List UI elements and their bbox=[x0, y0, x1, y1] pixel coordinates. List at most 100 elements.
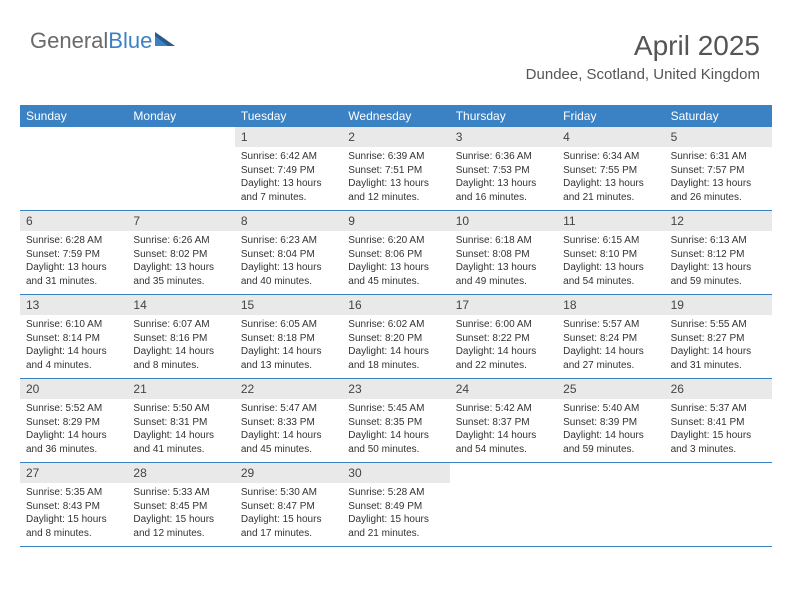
sunrise-text: Sunrise: 6:13 AM bbox=[671, 234, 766, 248]
sunrise-text: Sunrise: 6:31 AM bbox=[671, 150, 766, 164]
week-row: Sunrise: 6:10 AMSunset: 8:14 PMDaylight:… bbox=[20, 315, 772, 379]
daylight-text: Daylight: 14 hours and 36 minutes. bbox=[26, 429, 121, 456]
daylight-text: Daylight: 13 hours and 26 minutes. bbox=[671, 177, 766, 204]
day-number: 24 bbox=[450, 379, 557, 399]
page-title: April 2025 bbox=[526, 30, 760, 62]
day-cell bbox=[450, 483, 557, 546]
day-number bbox=[450, 463, 557, 483]
sunrise-text: Sunrise: 5:57 AM bbox=[563, 318, 658, 332]
logo: GeneralBlue bbox=[30, 28, 175, 54]
sunset-text: Sunset: 8:16 PM bbox=[133, 332, 228, 346]
daylight-text: Daylight: 13 hours and 59 minutes. bbox=[671, 261, 766, 288]
sunset-text: Sunset: 7:53 PM bbox=[456, 164, 551, 178]
day-cell: Sunrise: 6:10 AMSunset: 8:14 PMDaylight:… bbox=[20, 315, 127, 378]
day-number: 19 bbox=[665, 295, 772, 315]
sunrise-text: Sunrise: 5:30 AM bbox=[241, 486, 336, 500]
daylight-text: Daylight: 15 hours and 17 minutes. bbox=[241, 513, 336, 540]
day-cell: Sunrise: 6:00 AMSunset: 8:22 PMDaylight:… bbox=[450, 315, 557, 378]
weekday-header: Sunday bbox=[20, 105, 127, 127]
header: April 2025 Dundee, Scotland, United King… bbox=[526, 30, 760, 83]
logo-text-1: General bbox=[30, 28, 108, 54]
weekday-header: Thursday bbox=[450, 105, 557, 127]
sunrise-text: Sunrise: 5:52 AM bbox=[26, 402, 121, 416]
day-number: 13 bbox=[20, 295, 127, 315]
day-number: 2 bbox=[342, 127, 449, 147]
sunrise-text: Sunrise: 6:05 AM bbox=[241, 318, 336, 332]
week-row: Sunrise: 6:42 AMSunset: 7:49 PM Daylight:… bbox=[20, 147, 772, 211]
day-cell: Sunrise: 6:15 AMSunset: 8:10 PMDaylight:… bbox=[557, 231, 664, 294]
weekday-header: Saturday bbox=[665, 105, 772, 127]
day-cell: Sunrise: 5:52 AMSunset: 8:29 PMDaylight:… bbox=[20, 399, 127, 462]
sunrise-text: Sunrise: 6:42 AM bbox=[241, 150, 336, 164]
day-cell: Sunrise: 5:40 AMSunset: 8:39 PMDaylight:… bbox=[557, 399, 664, 462]
location-subtitle: Dundee, Scotland, United Kingdom bbox=[526, 66, 760, 83]
day-cell bbox=[127, 147, 234, 210]
day-cell: Sunrise: 6:20 AMSunset: 8:06 PMDaylight:… bbox=[342, 231, 449, 294]
weekday-header: Tuesday bbox=[235, 105, 342, 127]
week-row: Sunrise: 5:35 AMSunset: 8:43 PMDaylight:… bbox=[20, 483, 772, 547]
sunset-text: Sunset: 7:49 PM bbox=[241, 164, 336, 178]
weekday-header: Monday bbox=[127, 105, 234, 127]
day-number: 7 bbox=[127, 211, 234, 231]
daylight-text: Daylight: 13 hours and 16 minutes. bbox=[456, 177, 551, 204]
daylight-text: Daylight: 13 hours and 31 minutes. bbox=[26, 261, 121, 288]
sunrise-text: Sunrise: 6:34 AM bbox=[563, 150, 658, 164]
weekday-header-row: SundayMondayTuesdayWednesdayThursdayFrid… bbox=[20, 105, 772, 127]
day-number: 29 bbox=[235, 463, 342, 483]
day-number-row: 13141516171819 bbox=[20, 295, 772, 315]
daylight-text: Daylight: 15 hours and 3 minutes. bbox=[671, 429, 766, 456]
day-number: 30 bbox=[342, 463, 449, 483]
day-number bbox=[127, 127, 234, 147]
daylight-text: Daylight: 14 hours and 59 minutes. bbox=[563, 429, 658, 456]
sunrise-text: Sunrise: 5:35 AM bbox=[26, 486, 121, 500]
sunset-text: Sunset: 8:27 PM bbox=[671, 332, 766, 346]
day-number: 15 bbox=[235, 295, 342, 315]
day-cell: Sunrise: 5:45 AMSunset: 8:35 PMDaylight:… bbox=[342, 399, 449, 462]
sunrise-text: Sunrise: 5:55 AM bbox=[671, 318, 766, 332]
day-number-row: 6789101112 bbox=[20, 211, 772, 231]
day-cell: Sunrise: 6:36 AMSunset: 7:53 PMDaylight:… bbox=[450, 147, 557, 210]
sunset-text: Sunset: 8:24 PM bbox=[563, 332, 658, 346]
sunrise-text: Sunrise: 6:00 AM bbox=[456, 318, 551, 332]
day-cell: Sunrise: 6:05 AMSunset: 8:18 PMDaylight:… bbox=[235, 315, 342, 378]
day-number-row: 20212223242526 bbox=[20, 379, 772, 399]
daylight-text: Daylight: 15 hours and 21 minutes. bbox=[348, 513, 443, 540]
day-number: 11 bbox=[557, 211, 664, 231]
sunset-text: Sunset: 8:10 PM bbox=[563, 248, 658, 262]
day-number: 28 bbox=[127, 463, 234, 483]
daylight-text: Daylight: 13 hours and 40 minutes. bbox=[241, 261, 336, 288]
day-cell: Sunrise: 6:26 AMSunset: 8:02 PMDaylight:… bbox=[127, 231, 234, 294]
sunset-text: Sunset: 8:06 PM bbox=[348, 248, 443, 262]
sunset-text: Sunset: 8:29 PM bbox=[26, 416, 121, 430]
day-cell: Sunrise: 5:50 AMSunset: 8:31 PMDaylight:… bbox=[127, 399, 234, 462]
sunrise-text: Sunrise: 6:36 AM bbox=[456, 150, 551, 164]
day-number: 14 bbox=[127, 295, 234, 315]
day-number: 8 bbox=[235, 211, 342, 231]
day-cell: Sunrise: 5:37 AMSunset: 8:41 PMDaylight:… bbox=[665, 399, 772, 462]
day-number: 26 bbox=[665, 379, 772, 399]
sunset-text: Sunset: 7:51 PM bbox=[348, 164, 443, 178]
sunrise-text: Sunrise: 5:45 AM bbox=[348, 402, 443, 416]
day-number: 6 bbox=[20, 211, 127, 231]
sunrise-text: Sunrise: 6:39 AM bbox=[348, 150, 443, 164]
daylight-text: Daylight: 13 hours and 35 minutes. bbox=[133, 261, 228, 288]
sunset-text: Sunset: 8:22 PM bbox=[456, 332, 551, 346]
sunrise-text: Sunrise: 6:07 AM bbox=[133, 318, 228, 332]
day-number: 5 bbox=[665, 127, 772, 147]
day-number: 3 bbox=[450, 127, 557, 147]
day-number: 22 bbox=[235, 379, 342, 399]
day-cell: Sunrise: 5:42 AMSunset: 8:37 PMDaylight:… bbox=[450, 399, 557, 462]
sunset-text: Sunset: 8:47 PM bbox=[241, 500, 336, 514]
daylight-text: Daylight: 14 hours and 41 minutes. bbox=[133, 429, 228, 456]
day-cell bbox=[557, 483, 664, 546]
day-cell: Sunrise: 6:34 AMSunset: 7:55 PMDaylight:… bbox=[557, 147, 664, 210]
daylight-text: Daylight: 15 hours and 8 minutes. bbox=[26, 513, 121, 540]
daylight-text: Daylight: 13 hours and 49 minutes. bbox=[456, 261, 551, 288]
sunrise-text: Sunrise: 6:20 AM bbox=[348, 234, 443, 248]
sunrise-text: Sunrise: 5:47 AM bbox=[241, 402, 336, 416]
sunrise-text: Sunrise: 5:28 AM bbox=[348, 486, 443, 500]
sunrise-text: Sunrise: 6:15 AM bbox=[563, 234, 658, 248]
day-cell: Sunrise: 6:23 AMSunset: 8:04 PMDaylight:… bbox=[235, 231, 342, 294]
day-number bbox=[665, 463, 772, 483]
sunset-text: Sunset: 8:31 PM bbox=[133, 416, 228, 430]
